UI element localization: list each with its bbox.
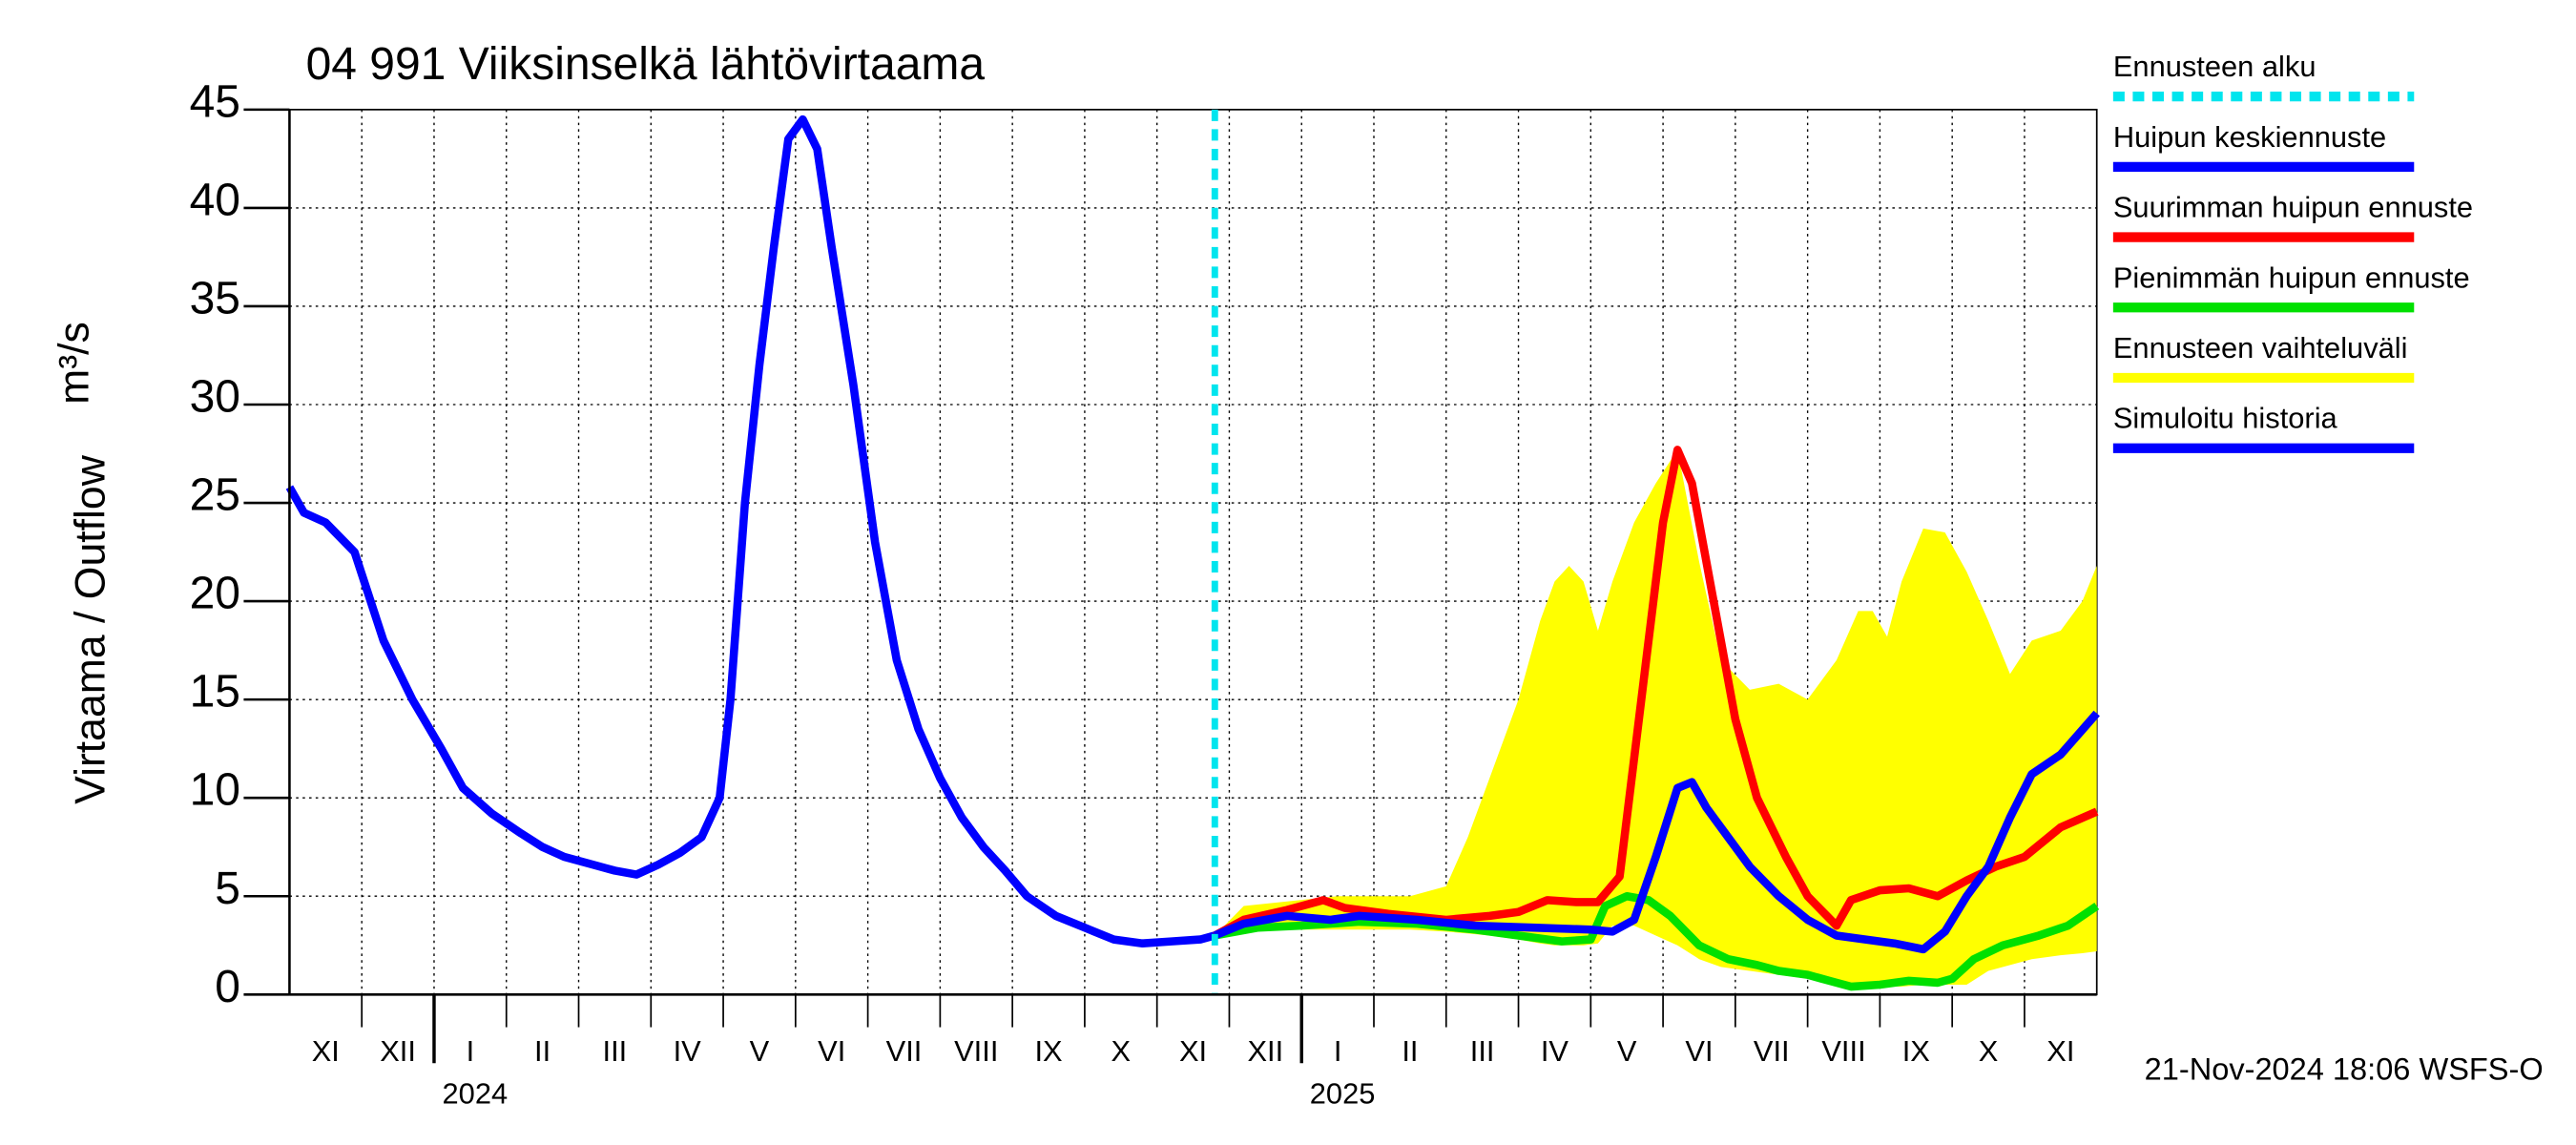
forecast-range xyxy=(1215,449,2097,988)
y-tick-label: 20 xyxy=(190,569,240,619)
x-tick-label: XII xyxy=(1247,1034,1283,1068)
legend-label: Ennusteen alku xyxy=(2113,50,2316,83)
x-tick-label: VI xyxy=(818,1034,845,1068)
x-tick-label: VIII xyxy=(954,1034,998,1068)
x-tick-label: XII xyxy=(380,1034,416,1068)
x-tick-label: IX xyxy=(1034,1034,1062,1068)
x-tick-label: II xyxy=(534,1034,551,1068)
y-tick-label: 0 xyxy=(215,962,240,1012)
legend-label: Suurimman huipun ennuste xyxy=(2113,191,2473,224)
x-tick-label: VII xyxy=(886,1034,923,1068)
x-tick-label: IV xyxy=(1541,1034,1569,1068)
x-tick-label: III xyxy=(603,1034,628,1068)
y-tick-label: 15 xyxy=(190,667,240,718)
x-tick-label: II xyxy=(1402,1034,1418,1068)
y-tick-label: 35 xyxy=(190,273,240,323)
x-tick-label: XI xyxy=(2046,1034,2074,1068)
y-tick-label: 25 xyxy=(190,470,240,521)
x-tick-label: XI xyxy=(1179,1034,1207,1068)
legend-label: Pienimmän huipun ennuste xyxy=(2113,260,2470,294)
year-label: 2024 xyxy=(443,1077,509,1111)
y-tick-label: 40 xyxy=(190,175,240,225)
x-tick-label: VII xyxy=(1754,1034,1790,1068)
x-tick-label: X xyxy=(1979,1034,1999,1068)
x-tick-label: XI xyxy=(312,1034,340,1068)
y-axis-label: Virtaama / Outflow xyxy=(67,454,114,804)
legend-label: Ennusteen vaihteluväli xyxy=(2113,331,2408,364)
y-tick-label: 5 xyxy=(215,864,240,914)
chart-title: 04 991 Viiksinselkä lähtövirtaama xyxy=(306,39,986,90)
legend-label: Simuloitu historia xyxy=(2113,402,2338,435)
y-tick-label: 10 xyxy=(190,765,240,816)
x-tick-label: V xyxy=(750,1034,770,1068)
x-tick-label: IX xyxy=(1902,1034,1930,1068)
x-tick-label: V xyxy=(1617,1034,1637,1068)
y-tick-label: 45 xyxy=(190,76,240,127)
series-line xyxy=(285,114,1216,947)
y-tick-label: 30 xyxy=(190,372,240,423)
x-tick-label: III xyxy=(1470,1034,1495,1068)
y-axis-unit: m³/s xyxy=(51,322,97,405)
series-line xyxy=(1213,710,2100,954)
x-tick-label: VIII xyxy=(1821,1034,1865,1068)
footer: 21-Nov-2024 18:06 WSFS-O xyxy=(2145,1051,2544,1086)
legend-label: Huipun keskiennuste xyxy=(2113,120,2386,154)
x-tick-label: IV xyxy=(674,1034,702,1068)
x-tick-label: I xyxy=(1334,1034,1342,1068)
x-tick-label: VI xyxy=(1685,1034,1713,1068)
x-tick-label: I xyxy=(467,1034,475,1068)
year-label: 2025 xyxy=(1310,1077,1376,1111)
x-tick-label: X xyxy=(1111,1034,1132,1068)
